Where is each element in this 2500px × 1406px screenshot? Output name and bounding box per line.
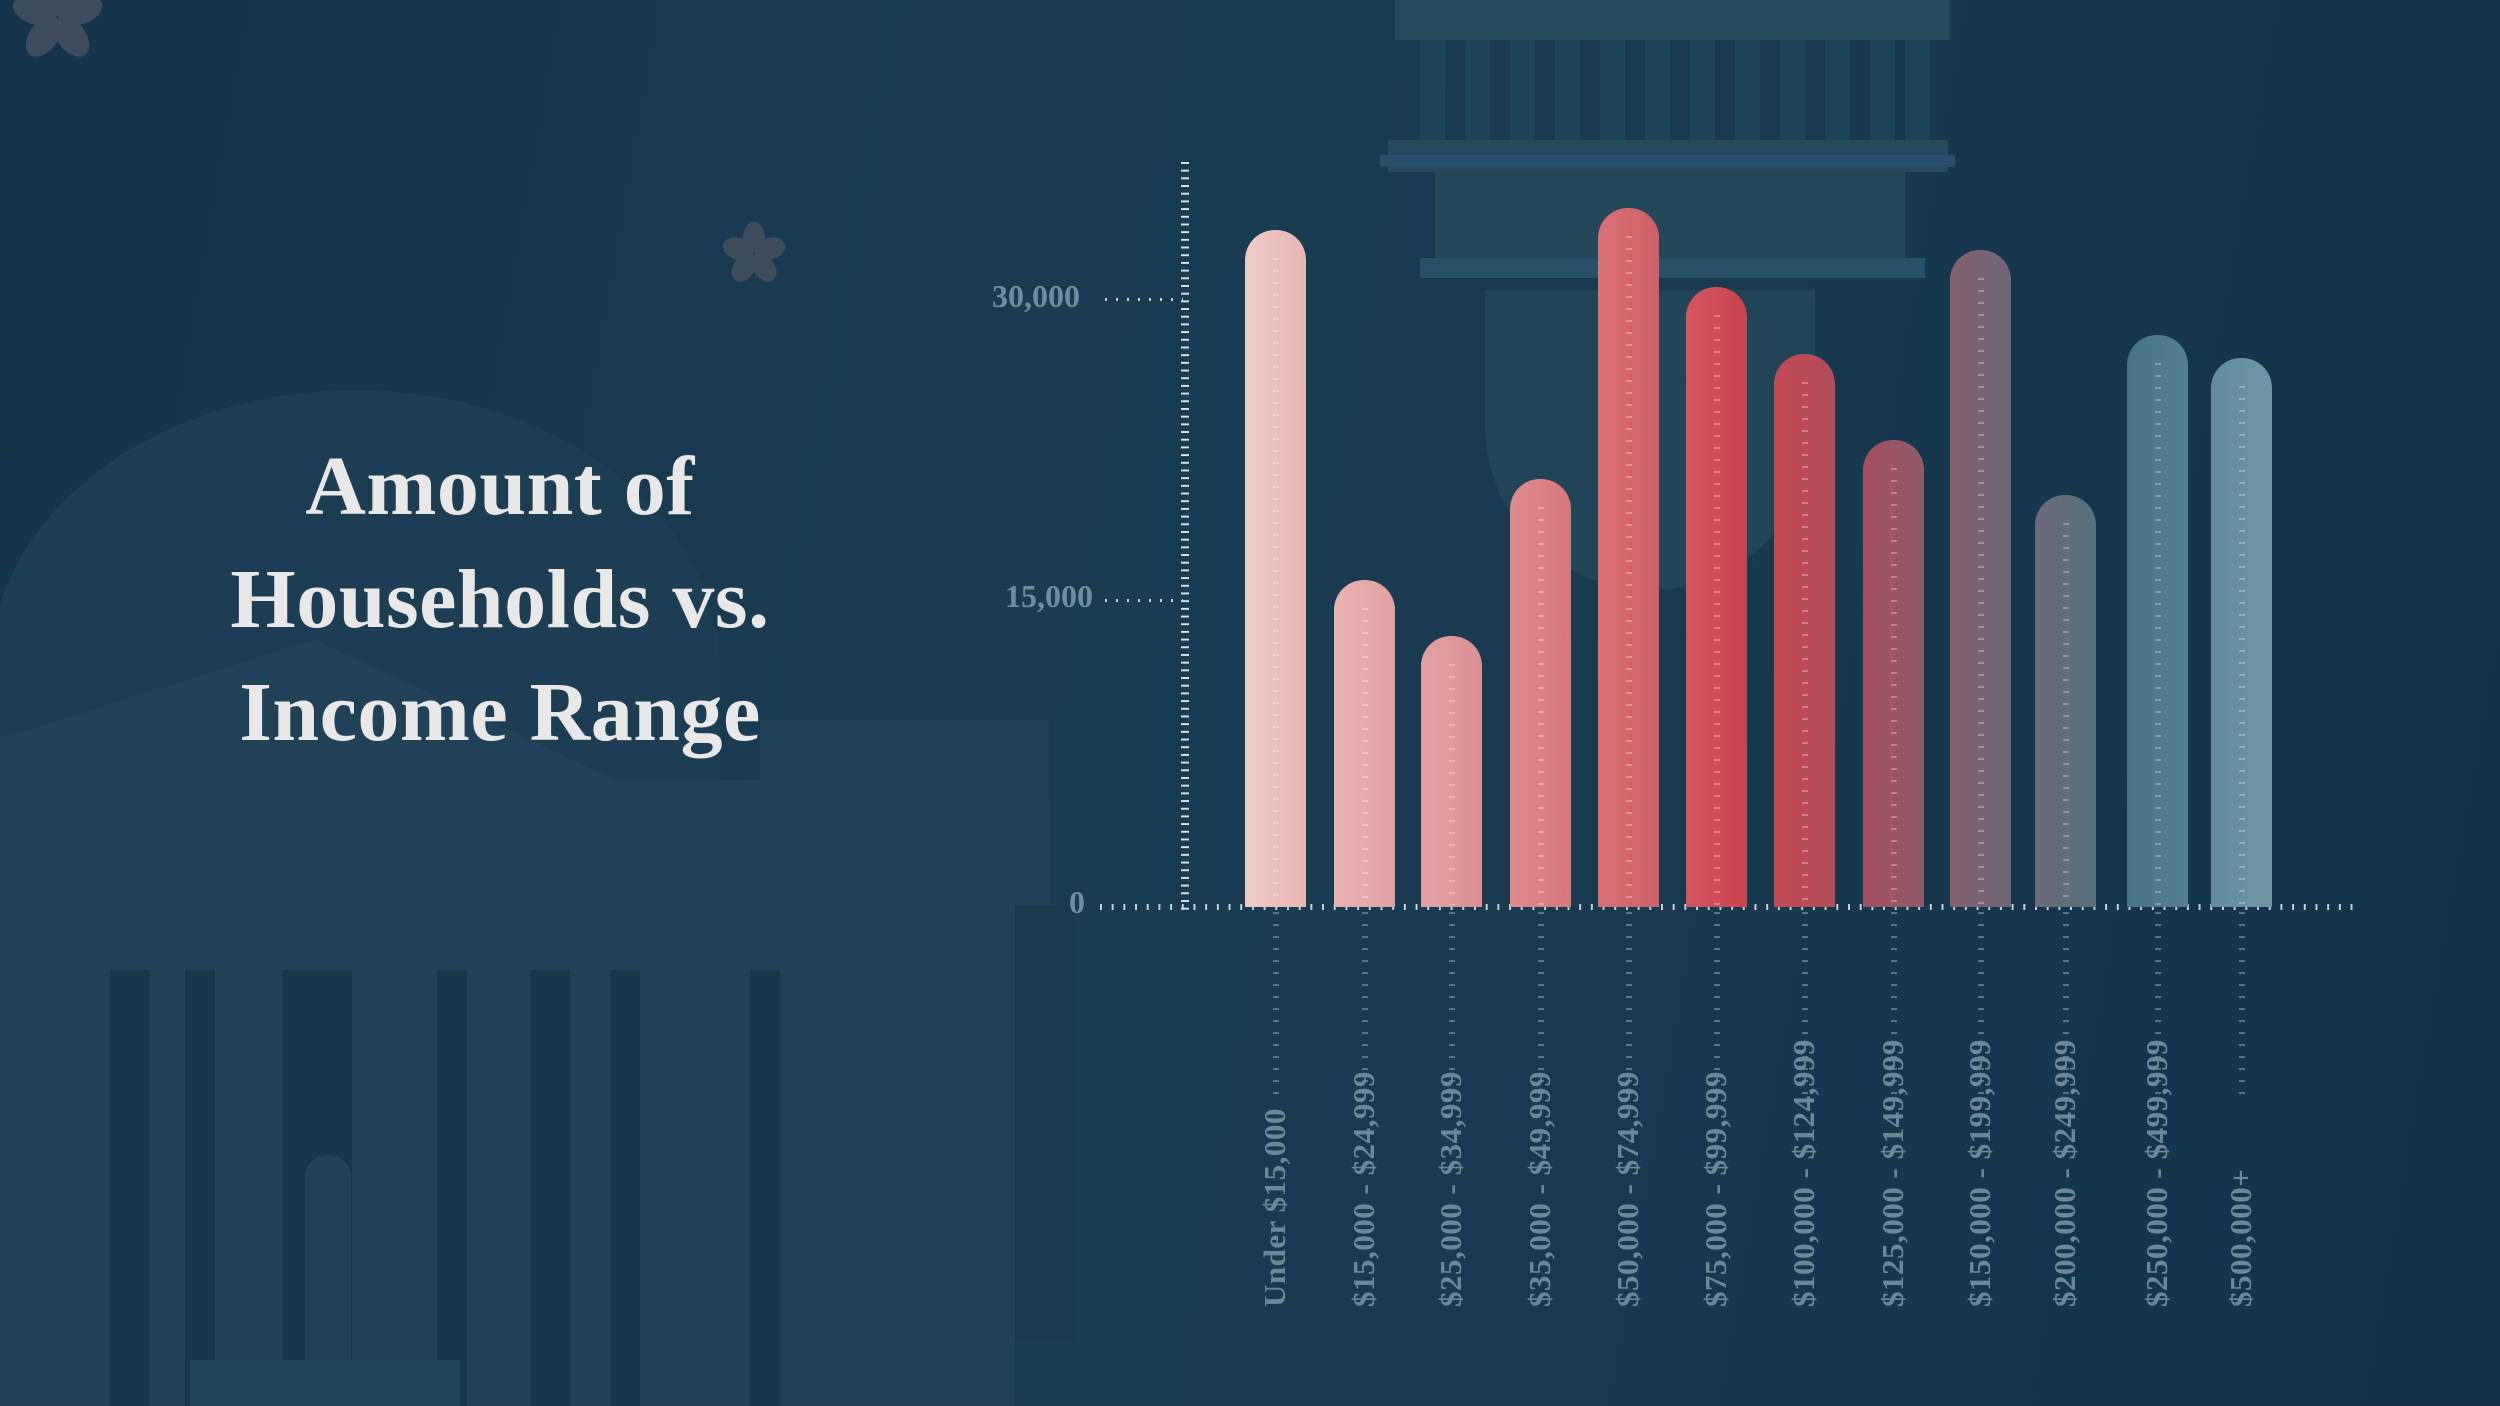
background-building-entablature	[0, 780, 1050, 910]
label-leader-line	[2239, 912, 2245, 1097]
background-building-gap	[1015, 905, 1075, 1341]
bar[interactable]	[1598, 208, 1659, 907]
bar-scale-ticks	[1891, 468, 1897, 905]
bar[interactable]	[1245, 230, 1306, 907]
x-tick-label: $150,000 - $199,999	[1962, 1039, 1997, 1307]
background-statue-base	[190, 1360, 460, 1406]
bar-scale-ticks	[1978, 278, 1984, 905]
x-tick-label: Under $15,000	[1257, 1108, 1292, 1307]
background-capitol-column	[1510, 40, 1535, 142]
background-building-body	[0, 905, 1015, 1406]
background-capitol-column	[1420, 40, 1445, 142]
background-capitol-column	[1905, 40, 1930, 142]
background-building-gap	[282, 970, 352, 1406]
bar-scale-ticks	[1626, 236, 1632, 905]
background-capitol-column	[1465, 40, 1490, 142]
label-leader-line	[1891, 912, 1897, 1097]
bar-scale-ticks	[2063, 523, 2069, 905]
label-leader-line	[1626, 912, 1632, 1097]
chart-title-line-3: Income Range	[239, 666, 761, 759]
x-tick-label: $25,000 - $34,999	[1433, 1071, 1468, 1307]
label-leader-line	[2155, 912, 2161, 1097]
chart-title-line-1: Amount of	[305, 440, 695, 533]
y-tick-label-0: 0	[1069, 884, 1085, 920]
x-tick-label: $125,000 - $149,999	[1875, 1039, 1910, 1307]
label-leader-line	[1449, 912, 1455, 1097]
flower-icon	[722, 221, 786, 282]
background-capitol-column	[1690, 40, 1715, 142]
x-tick-label: $250,000 - $499,999	[2139, 1039, 2174, 1307]
x-tick-label: $75,000 - $99,999	[1698, 1071, 1733, 1307]
background-building-gap	[750, 970, 780, 1406]
background-capitol-column	[1645, 40, 1670, 142]
label-leader-line	[1273, 912, 1279, 1097]
label-leader-line	[1538, 912, 1544, 1097]
y-axis	[1181, 162, 1189, 910]
bar-scale-ticks	[1538, 507, 1544, 905]
background-capitol-ledge	[1380, 155, 1955, 167]
background-capitol-column	[1555, 40, 1580, 142]
x-tick-label: $15,000 - $24,999	[1346, 1071, 1381, 1307]
background-building-gap	[110, 970, 150, 1406]
bar[interactable]	[1334, 580, 1395, 907]
y-tick-label-30000: 30,000	[992, 278, 1080, 314]
chart-title: Amount of Households vs. Income Range	[140, 430, 860, 769]
bar-scale-ticks	[1273, 258, 1279, 905]
background-capitol-column	[1780, 40, 1805, 142]
x-axis	[1100, 904, 2355, 910]
y-tick-label-15000: 15,000	[1005, 578, 1093, 614]
background-capitol-column	[1870, 40, 1895, 142]
label-leader-line	[1978, 912, 1984, 1097]
x-tick-label: $200,000 - $249,999	[2047, 1039, 2082, 1307]
background-building-gap	[530, 970, 570, 1406]
bar[interactable]	[2035, 495, 2096, 907]
chart-title-line-2: Households vs.	[230, 553, 770, 646]
gridline-30000	[1105, 298, 1183, 301]
label-leader-line	[1802, 912, 1808, 1097]
bar-scale-ticks	[1714, 315, 1720, 905]
background-building-gap	[437, 970, 467, 1406]
background-capitol-base	[1388, 140, 1948, 172]
x-tick-label: $50,000 - $74,999	[1610, 1071, 1645, 1307]
background-building-gap	[610, 970, 640, 1406]
label-leader-line	[1362, 912, 1368, 1097]
bar-scale-ticks	[1802, 382, 1808, 905]
x-tick-label: $35,000 - $49,999	[1522, 1071, 1557, 1307]
x-tick-label: $500,000+	[2223, 1168, 2258, 1307]
gridline-15000	[1105, 599, 1183, 602]
background-capitol-column	[1825, 40, 1850, 142]
bar[interactable]	[2211, 358, 2272, 907]
bar[interactable]	[1510, 479, 1571, 907]
bar[interactable]	[2127, 335, 2188, 907]
background-capitol-column	[1600, 40, 1625, 142]
background-capitol-drum	[1435, 170, 1905, 265]
bar[interactable]	[1863, 440, 1924, 907]
background-building-gap	[185, 970, 215, 1406]
bar[interactable]	[1421, 636, 1482, 907]
bar-scale-ticks	[2155, 363, 2161, 905]
bar[interactable]	[1950, 250, 2011, 907]
background-capitol-ledge	[1420, 258, 1925, 278]
label-leader-line	[1714, 912, 1720, 1097]
background-capitol-roof	[1395, 0, 1950, 40]
label-leader-line	[2063, 912, 2069, 1097]
bar[interactable]	[1774, 354, 1835, 907]
bar-scale-ticks	[2239, 386, 2245, 905]
background-capitol-column	[1735, 40, 1760, 142]
bar-scale-ticks	[1362, 608, 1368, 905]
background-statue	[305, 1155, 351, 1375]
bar[interactable]	[1686, 287, 1747, 907]
x-tick-label: $100,000 - $124,999	[1786, 1039, 1821, 1307]
bar-scale-ticks	[1449, 664, 1455, 905]
flower-icon	[12, 0, 103, 57]
